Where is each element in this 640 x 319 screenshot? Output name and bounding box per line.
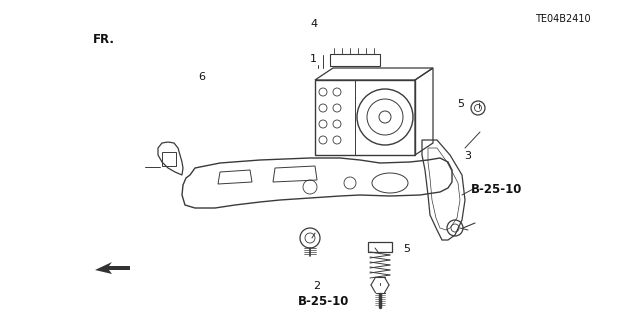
- Text: 1: 1: [310, 54, 317, 64]
- Text: 2: 2: [313, 280, 321, 291]
- Bar: [162, 152, 176, 166]
- Text: B-25-10: B-25-10: [298, 295, 349, 308]
- Polygon shape: [95, 262, 130, 274]
- Text: 5: 5: [458, 99, 464, 109]
- Text: 5: 5: [403, 244, 410, 254]
- Text: TE04B2410: TE04B2410: [536, 14, 591, 24]
- Text: FR.: FR.: [93, 33, 115, 46]
- Text: 4: 4: [310, 19, 317, 29]
- Bar: [315, 80, 415, 155]
- Bar: [330, 54, 380, 66]
- Text: 6: 6: [198, 71, 205, 82]
- Text: 3: 3: [464, 151, 470, 161]
- Bar: [368, 242, 392, 252]
- Text: B-25-10: B-25-10: [470, 183, 522, 196]
